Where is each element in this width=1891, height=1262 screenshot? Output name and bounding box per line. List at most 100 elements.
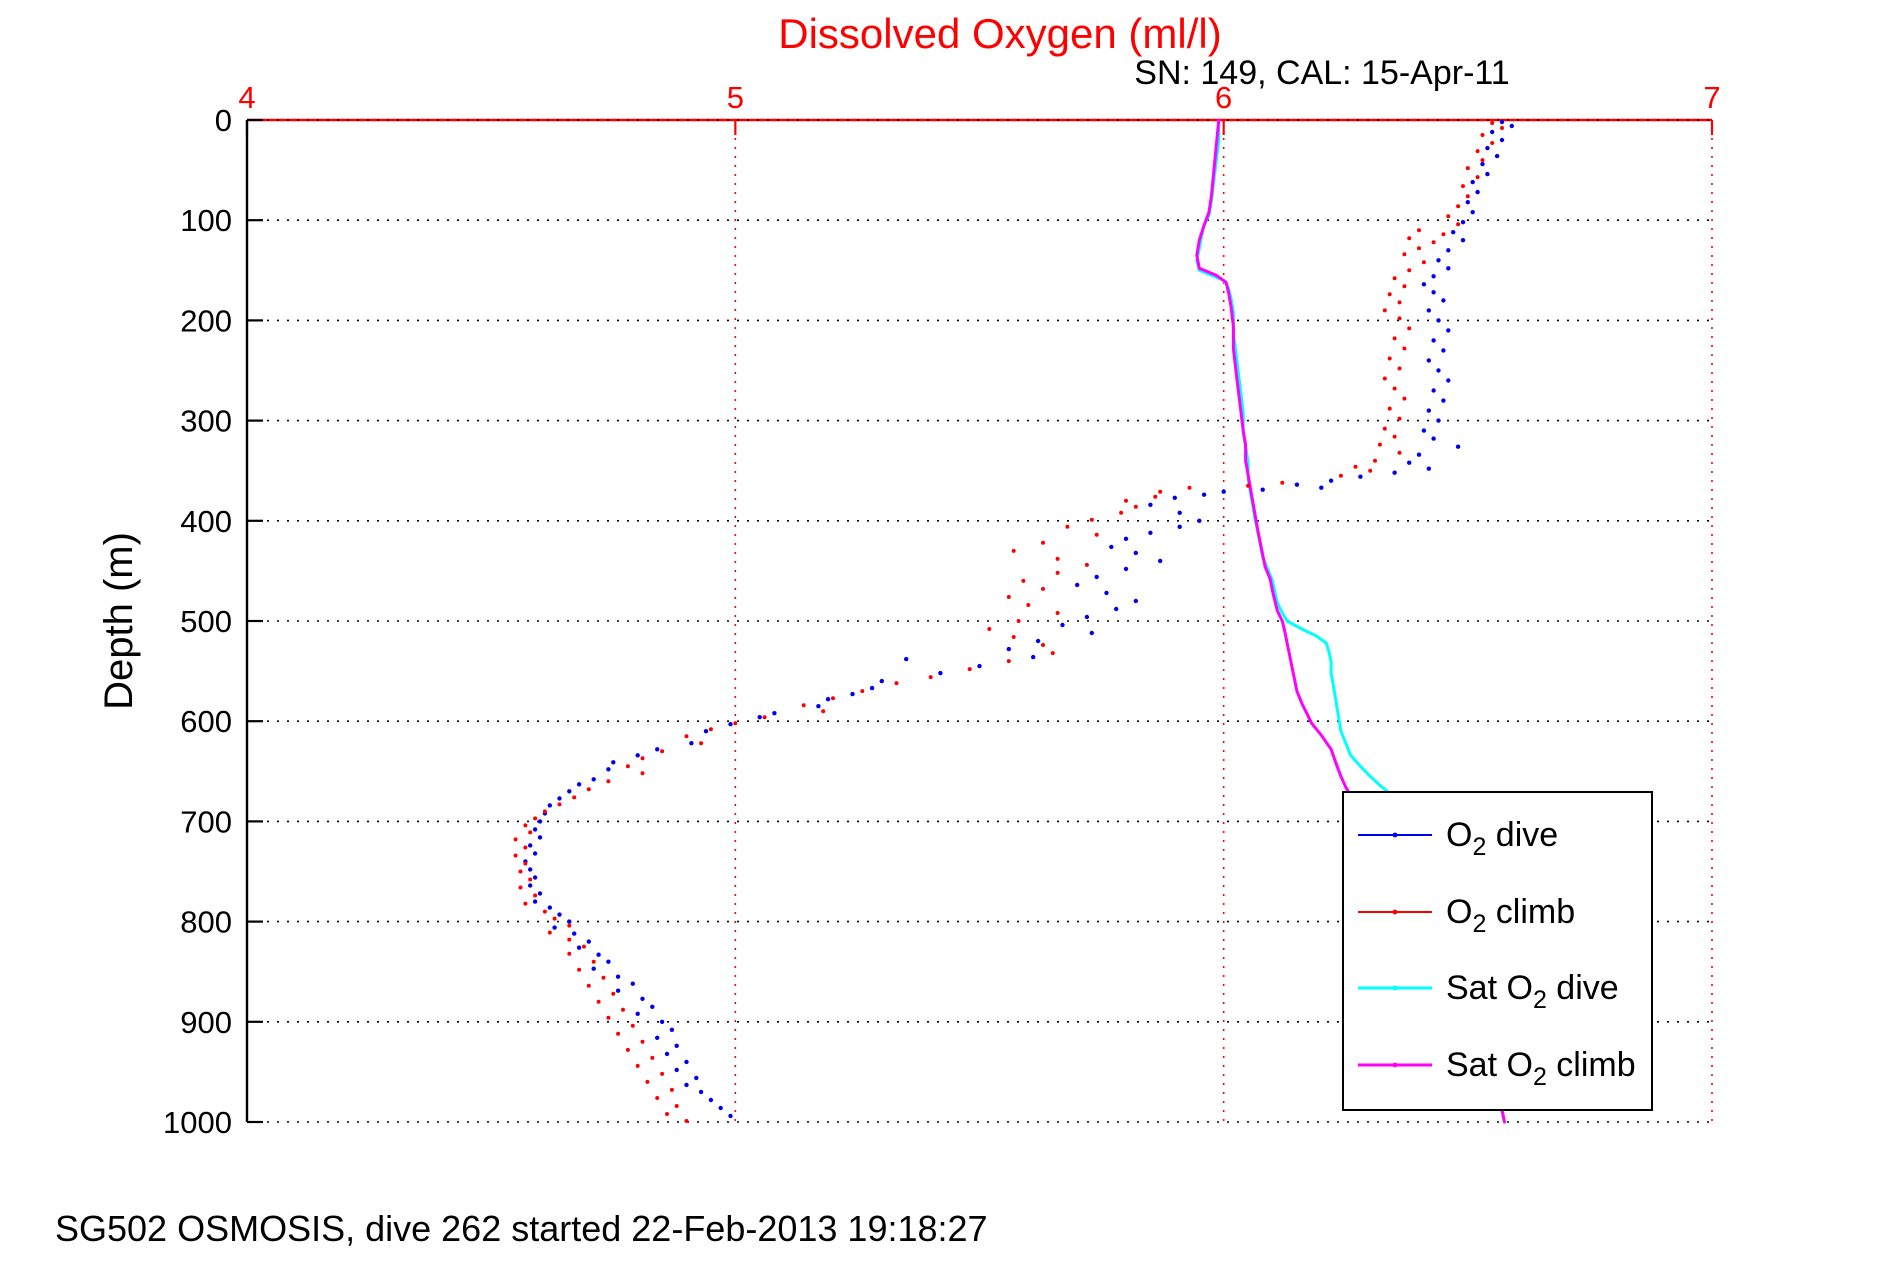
data-point <box>1480 158 1485 163</box>
data-point <box>615 988 621 993</box>
data-point <box>1416 452 1422 457</box>
data-point <box>1470 179 1475 185</box>
data-point <box>591 959 596 964</box>
data-point <box>1475 175 1480 180</box>
data-point <box>1397 450 1402 455</box>
data-point <box>1104 590 1109 596</box>
data-point <box>655 747 660 752</box>
data-point <box>664 1051 670 1057</box>
data-point <box>577 967 582 972</box>
legend-label-main: Sat O <box>1446 969 1533 1007</box>
data-point <box>1148 502 1153 507</box>
legend-marker-sample <box>1392 832 1398 838</box>
data-point <box>625 1047 630 1052</box>
data-point <box>1460 220 1466 225</box>
data-point <box>1490 141 1495 145</box>
data-point <box>1187 485 1192 490</box>
data-point <box>1397 416 1402 421</box>
data-point <box>1441 398 1446 403</box>
y-tick-label: 500 <box>180 604 232 639</box>
data-point <box>650 1004 655 1009</box>
legend-label-rest: dive <box>1547 969 1619 1007</box>
y-axis-label: Depth (m) <box>97 532 141 710</box>
data-point <box>591 777 596 782</box>
data-point <box>684 1059 689 1065</box>
data-point <box>586 787 591 792</box>
data-point <box>1328 478 1334 483</box>
y-tick-label: 900 <box>180 1005 232 1040</box>
data-series <box>513 118 1515 1124</box>
data-point <box>1060 622 1065 628</box>
data-point <box>1421 260 1426 265</box>
legend-box <box>1342 791 1653 1111</box>
data-point <box>640 1039 645 1044</box>
data-point <box>1485 171 1490 177</box>
data-point <box>816 704 821 709</box>
data-point <box>1417 228 1421 233</box>
legend-label-rest: climb <box>1547 1046 1636 1084</box>
data-point <box>1407 326 1412 331</box>
data-point <box>825 697 831 702</box>
x-tick-label: 5 <box>727 80 744 115</box>
data-point <box>611 991 616 996</box>
data-point <box>860 689 865 694</box>
data-point <box>518 869 523 874</box>
data-point <box>640 996 645 1001</box>
data-point <box>674 1104 679 1108</box>
data-point <box>1133 504 1138 509</box>
data-point <box>572 931 577 936</box>
data-point <box>1402 252 1407 257</box>
data-point <box>1031 654 1036 660</box>
data-point <box>708 1097 714 1103</box>
data-point <box>1465 200 1471 205</box>
data-point <box>1382 376 1387 381</box>
data-point <box>1084 614 1090 620</box>
data-point <box>1446 378 1451 383</box>
data-point <box>1221 489 1226 494</box>
data-point <box>1397 300 1402 305</box>
data-point <box>1480 161 1485 167</box>
data-point <box>1177 524 1182 529</box>
data-point <box>586 939 591 944</box>
data-point <box>576 945 582 950</box>
data-point <box>1089 630 1095 636</box>
data-point <box>1509 123 1515 129</box>
data-point <box>1260 487 1265 492</box>
data-point <box>977 663 982 669</box>
data-point <box>1426 308 1432 313</box>
data-point <box>801 703 806 708</box>
legend-label: O2 dive <box>1446 816 1558 861</box>
data-point <box>533 816 538 821</box>
footer-annotation: SG502 OSMOSIS, dive 262 started 22-Feb-2… <box>55 1208 988 1249</box>
data-point <box>1402 396 1407 401</box>
data-point <box>1280 480 1285 485</box>
data-point <box>1475 189 1480 195</box>
data-point <box>1373 458 1377 463</box>
data-point <box>1490 121 1495 125</box>
data-point <box>1084 562 1089 567</box>
data-point <box>1485 145 1490 151</box>
series-scatter-o2_climb <box>513 121 1504 1123</box>
data-point <box>1041 540 1045 545</box>
data-point <box>1172 495 1178 500</box>
data-point <box>1153 494 1158 499</box>
data-point <box>733 721 738 726</box>
data-point <box>1006 659 1011 664</box>
data-point <box>528 883 533 888</box>
data-point <box>557 802 562 807</box>
data-point <box>1465 166 1470 171</box>
data-point <box>523 901 528 906</box>
data-point <box>1065 524 1070 529</box>
data-point <box>567 937 572 942</box>
data-point <box>698 1089 704 1095</box>
data-point <box>1431 274 1436 279</box>
data-point <box>1397 316 1402 321</box>
data-point <box>1470 210 1475 215</box>
data-point <box>728 722 733 727</box>
data-point <box>674 1067 679 1073</box>
data-point <box>537 835 543 840</box>
data-point <box>1500 126 1504 130</box>
